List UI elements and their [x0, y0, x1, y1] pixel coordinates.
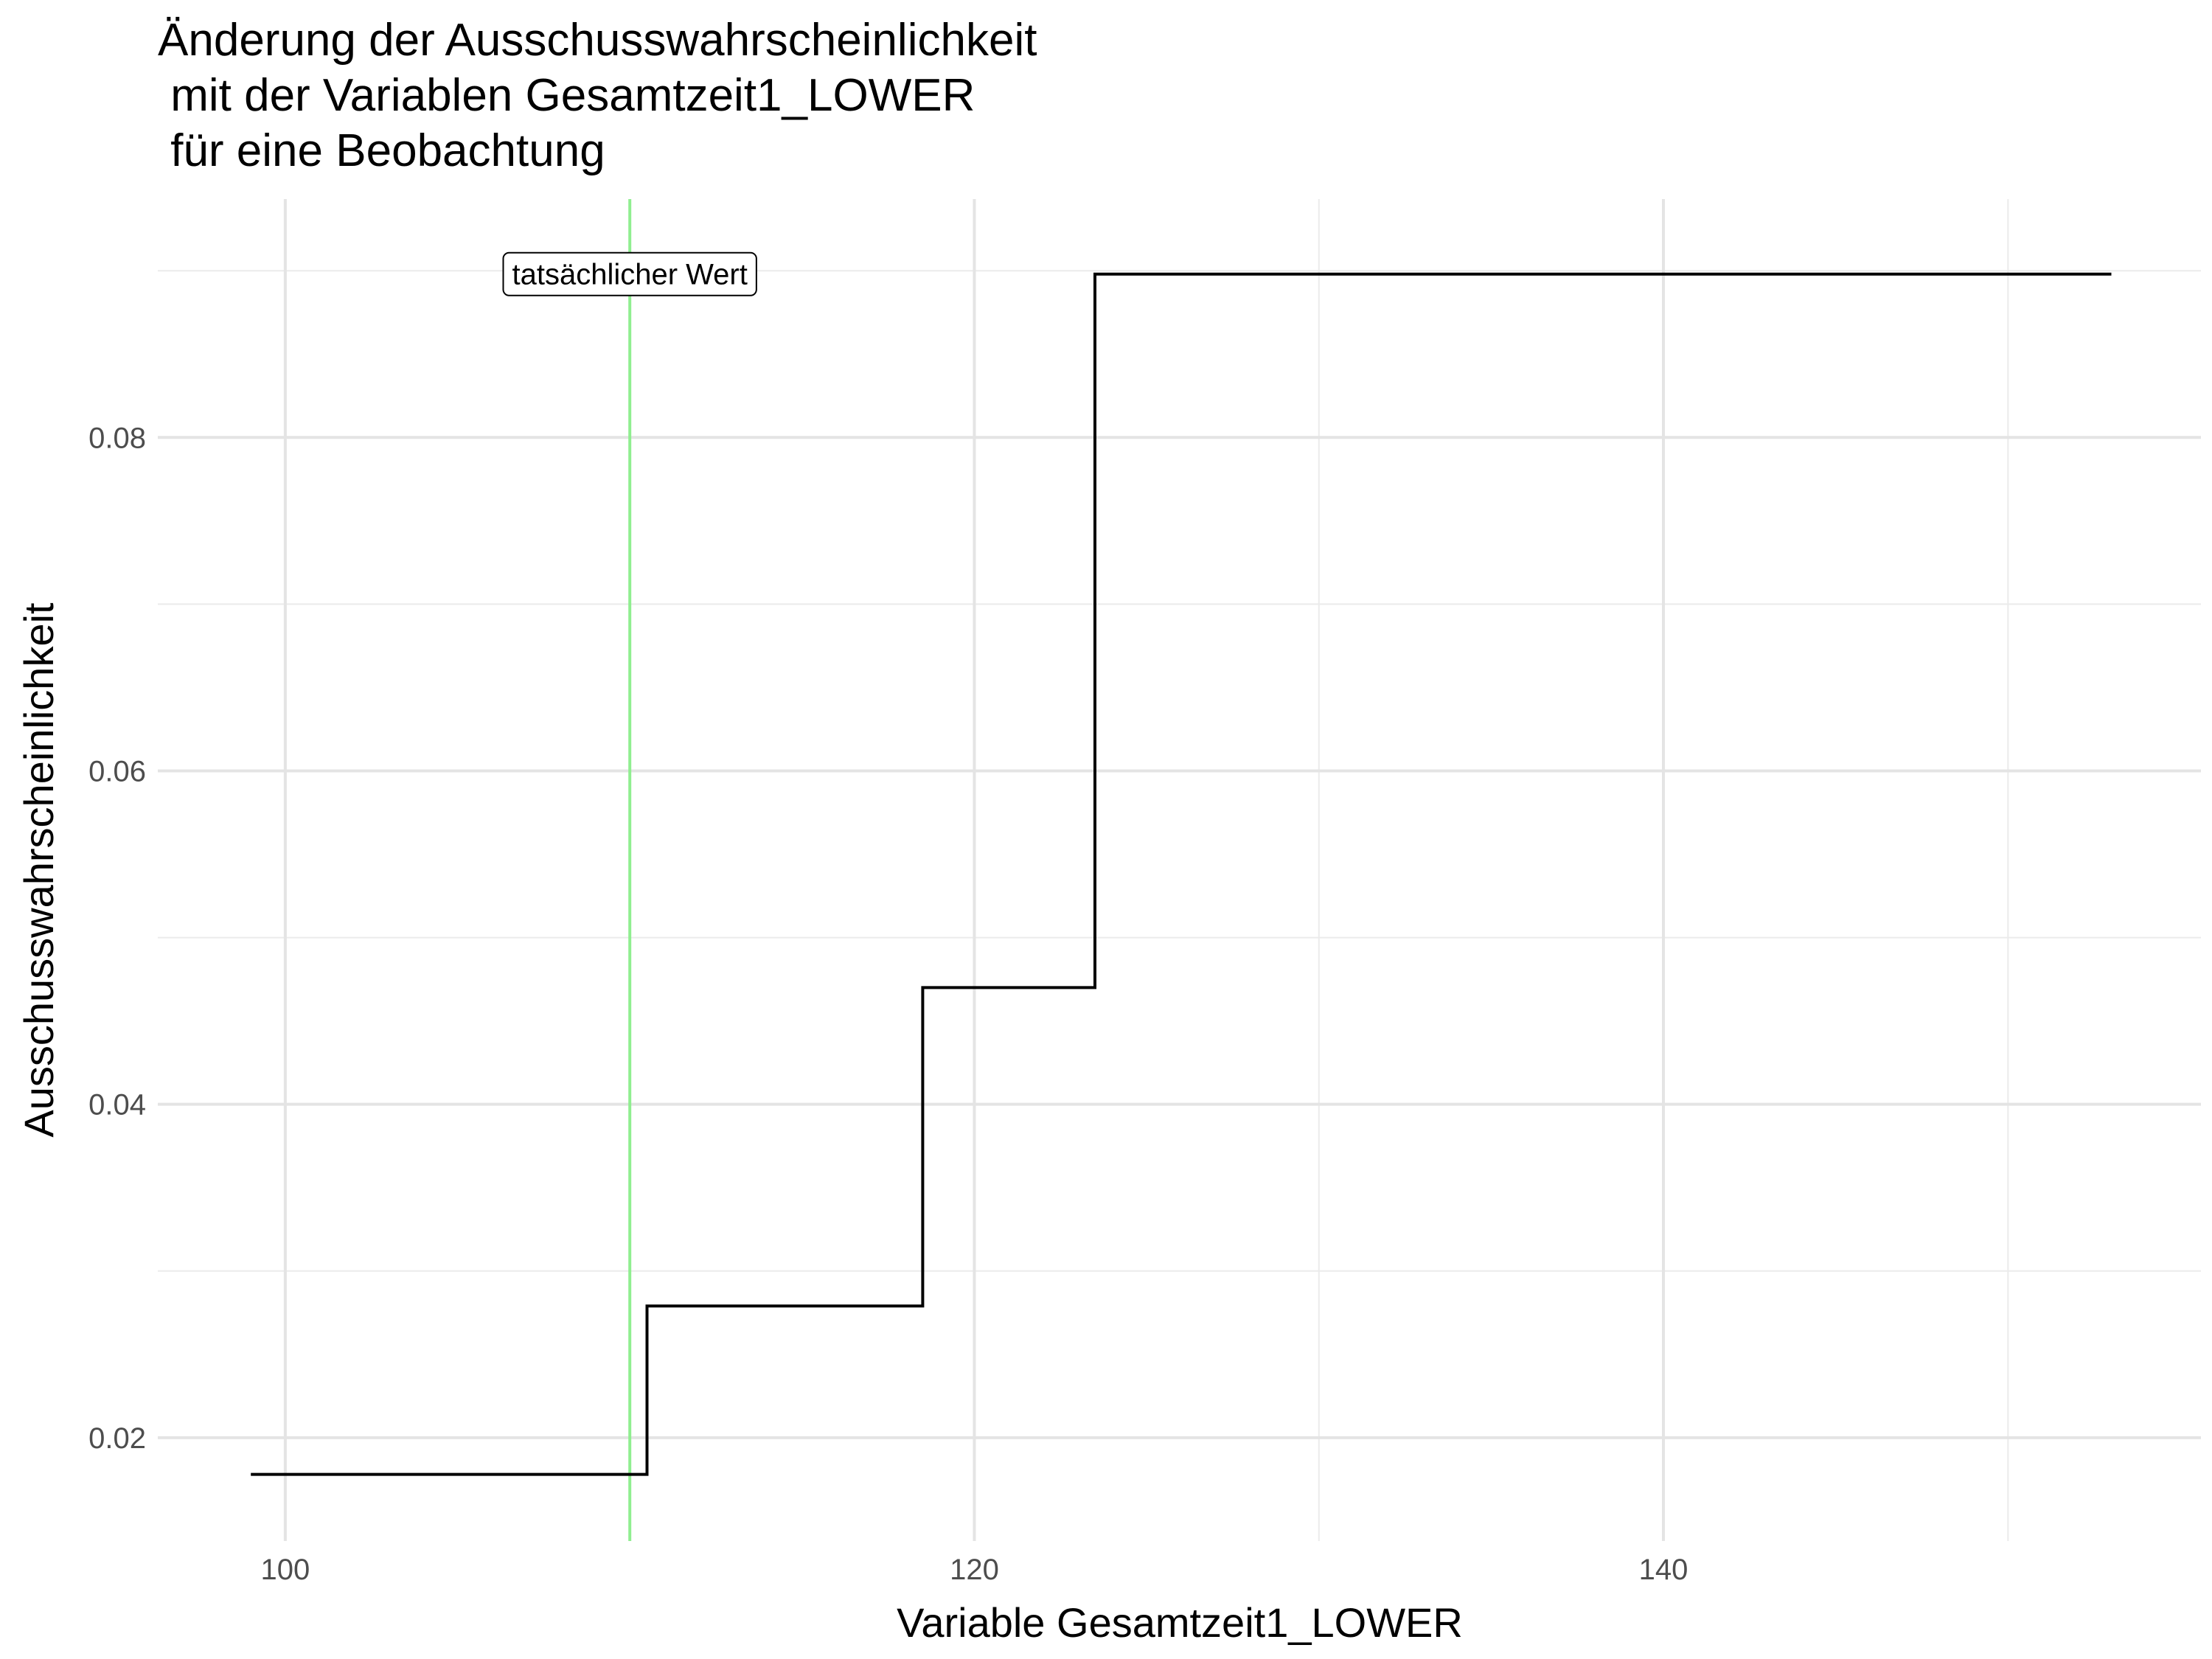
step-line [251, 272, 2112, 1476]
annotation-label: tatsächlicher Wert [512, 259, 747, 291]
y-axis-title: Ausschusswahrscheinlichkeit [15, 602, 62, 1138]
series-layer [251, 199, 2112, 1541]
chart-title-line-1: Änderung der Ausschusswahrscheinlichkeit [158, 15, 1037, 66]
y-tick-label: 0.02 [88, 1422, 146, 1455]
x-tick-label: 120 [950, 1554, 999, 1586]
x-tick-label: 100 [261, 1554, 310, 1586]
y-tick-label: 0.06 [88, 755, 146, 787]
grid-minor [158, 199, 2201, 1541]
tick-labels: 100 120 140 0.02 0.04 0.06 0.08 [88, 422, 1688, 1586]
chart-title-line-2: mit der Variablen Gesamtzeit1_LOWER [158, 70, 975, 121]
y-tick-label: 0.04 [88, 1089, 146, 1121]
annotation-box [502, 251, 757, 296]
x-axis-title: Variable Gesamtzeit1_LOWER [897, 1599, 1463, 1646]
y-tick-label: 0.08 [88, 422, 146, 454]
chart-title-line-3: für eine Beobachtung [158, 125, 605, 176]
annotation-layer: tatsächlicher Wert [502, 251, 757, 296]
grid-major [158, 199, 2201, 1541]
x-tick-label: 140 [1639, 1554, 1688, 1586]
